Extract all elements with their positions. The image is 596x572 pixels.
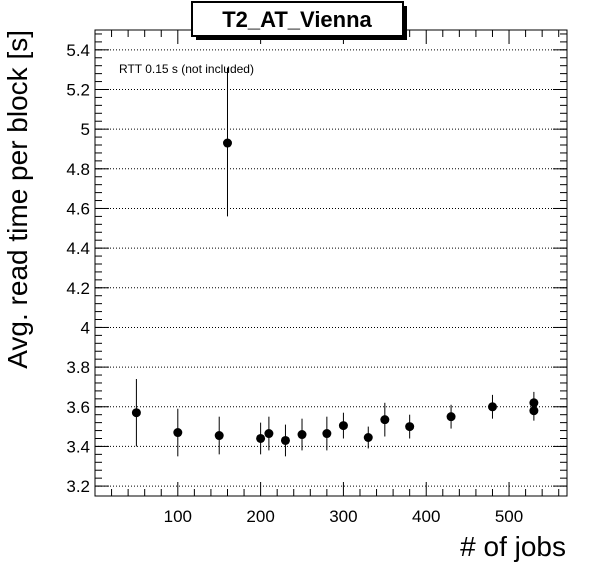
x-tick-label: 300 [329,507,357,526]
x-tick-label: 200 [246,507,274,526]
data-point [446,412,456,422]
plot-frame [94,29,568,497]
data-point [529,406,539,416]
data-point [280,435,290,445]
errorbars [135,67,535,457]
data-point [363,433,373,443]
data-points [131,138,539,445]
y-tick-label: 3.4 [66,437,90,456]
data-point [405,422,415,432]
data-point [322,429,332,439]
y-tick-label: 3.2 [66,477,90,496]
title-box: T2_AT_Vienna [191,1,407,40]
y-tick-label: 4 [81,318,90,337]
data-point [338,421,348,431]
y-tick-label: 4.8 [66,160,90,179]
data-point [380,415,390,425]
x-tick-label: 400 [412,507,440,526]
y-tick-label: 4.6 [66,199,90,218]
y-tick-label: 4.4 [66,239,90,258]
data-point [131,408,141,418]
data-point [256,433,266,443]
x-ticks [111,30,560,496]
chart-annotation: RTT 0.15 s (not included) [119,62,254,76]
y-tick-label: 3.8 [66,358,90,377]
y-tick-label: 5 [81,120,90,139]
chart-title: T2_AT_Vienna [222,7,372,32]
y-tick-label: 5.2 [66,80,90,99]
data-point [222,138,232,148]
y-axis-label: Avg. read time per block [s] [2,30,33,369]
data-point [214,431,224,441]
data-point [173,428,183,438]
x-tick-labels: 100 200 300 400 500 [164,507,524,526]
data-point [487,402,497,412]
x-tick-label: 100 [164,507,192,526]
y-tick-label: 3.6 [66,398,90,417]
data-point [529,398,539,408]
x-tick-label: 500 [495,507,523,526]
x-axis-label: # of jobs [460,531,566,562]
data-point [297,430,307,440]
data-point [264,429,274,439]
y-tick-labels: 3.2 3.4 3.6 3.8 4 4.2 4.4 4.6 4.8 5 5.2 5.4 [66,41,90,496]
grid-lines [95,49,567,487]
y-tick-label: 4.2 [66,279,90,298]
y-tick-label: 5.4 [66,41,90,60]
y-ticks [95,33,567,487]
